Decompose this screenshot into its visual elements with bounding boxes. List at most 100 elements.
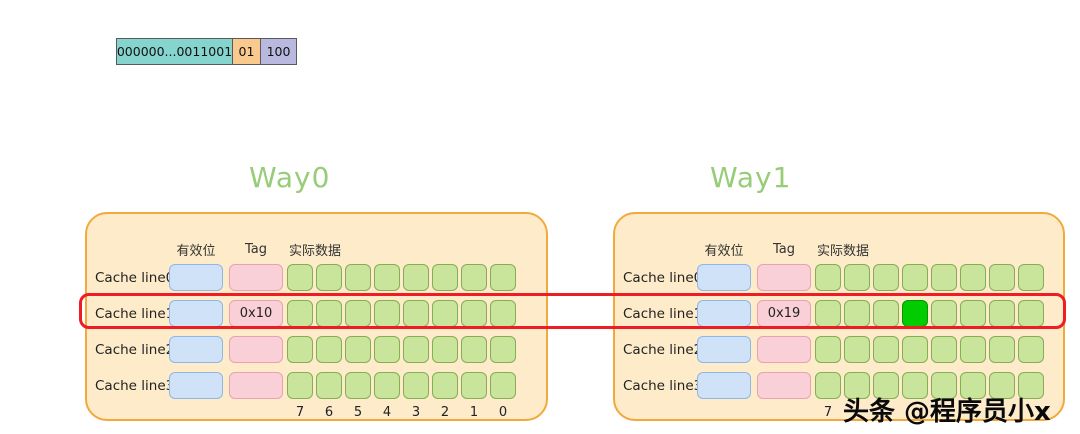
data-byte-cell [432,264,458,291]
byte-index: 4 [382,405,392,420]
data-byte-cell [989,336,1015,363]
cache-line-label: Cache line1 [623,305,703,322]
tag-cell [229,372,283,399]
tag-cell [757,264,811,291]
memory-address-box: 000000...0011001 01 100 [116,38,297,65]
data-cells [815,372,1044,399]
cache-line-row: Cache line2 [621,336,1063,363]
valid-bit-header: 有效位 [704,243,744,259]
data-byte-cell [403,372,429,399]
valid-bit-cell [697,300,751,327]
tag-header: Tag [244,241,267,257]
data-byte-cell [374,300,400,327]
data-cells [815,336,1044,363]
data-byte-cell [873,336,899,363]
data-cells [815,264,1044,291]
address-tag-bits: 000000...0011001 [116,38,232,65]
tag-cell [229,336,283,363]
byte-index: 6 [324,405,334,420]
byte-index: 1 [469,405,479,420]
data-byte-cell [815,264,841,291]
data-byte-cell [403,336,429,363]
data-byte-cell [461,336,487,363]
data-byte-cell [815,372,841,399]
data-byte-cell [287,336,313,363]
cache-line-label: Cache line0 [623,269,703,286]
data-cells [287,264,516,291]
data-byte-cell [960,336,986,363]
cache-line-label: Cache line0 [95,269,175,286]
byte-index: 0 [498,405,508,420]
data-byte-cell [345,300,371,327]
data-byte-cell [490,300,516,327]
data-byte-cell [1018,300,1044,327]
data-byte-cell [960,264,986,291]
data-byte-cell [902,264,928,291]
data-byte-cell [873,264,899,291]
data-header: 实际数据 [817,243,870,259]
data-cells [815,300,1044,327]
data-byte-cell [931,372,957,399]
valid-bit-cell [697,264,751,291]
data-byte-cell [931,300,957,327]
data-byte-cell [461,372,487,399]
data-byte-cell [902,336,928,363]
data-byte-cell [815,336,841,363]
address-offset-bits: 100 [260,38,297,65]
cache-line-row: Cache line0 [621,264,1063,291]
byte-index: 2 [440,405,450,420]
data-byte-cell [432,300,458,327]
data-byte-cell [844,264,870,291]
valid-bit-cell [169,300,223,327]
cache-line-row: Cache line3 [621,372,1063,399]
data-byte-cell [316,300,342,327]
data-byte-cell [844,336,870,363]
data-byte-cell [960,372,986,399]
data-byte-cell [844,372,870,399]
data-byte-cell [1018,336,1044,363]
valid-bit-cell [169,264,223,291]
way0-header-row: 有效位 Tag 实际数据 [93,240,546,259]
data-byte-cell [989,372,1015,399]
valid-bit-cell [697,372,751,399]
data-byte-cell [931,336,957,363]
cache-line-label: Cache line3 [623,377,703,394]
data-byte-cell [432,336,458,363]
data-header: 实际数据 [289,243,342,259]
data-byte-cell [374,372,400,399]
data-byte-cell [844,300,870,327]
way0-container: 有效位 Tag 实际数据 Cache line0 Cache line1 0x1… [85,212,548,421]
data-byte-cell [461,300,487,327]
way1-byte-index-row: 7 [815,405,1063,420]
byte-index: 3 [411,405,421,420]
address-index-bits: 01 [232,38,260,65]
data-byte-cell [287,264,313,291]
data-cells [287,300,516,327]
data-byte-cell [374,336,400,363]
way1-container: 有效位 Tag 实际数据 Cache line0 Cache line1 0x1… [613,212,1065,421]
cache-line-label: Cache line1 [95,305,175,322]
data-byte-cell [873,372,899,399]
tag-cell [757,336,811,363]
cache-line-row: Cache line0 [93,264,546,291]
data-byte-cell [1018,372,1044,399]
byte-index: 5 [353,405,363,420]
valid-bit-cell [169,336,223,363]
cache-line-label: Cache line3 [95,377,175,394]
cache-line-row: Cache line1 0x19 [621,300,1063,327]
cache-line-label: Cache line2 [95,341,175,358]
tag-header: Tag [772,241,795,257]
valid-bit-cell [169,372,223,399]
data-byte-cell [316,372,342,399]
valid-bit-header: 有效位 [176,243,216,259]
data-byte-cell [490,336,516,363]
byte-index: 7 [823,405,833,420]
data-byte-cell [316,264,342,291]
cache-line-row: Cache line3 [93,372,546,399]
data-byte-cell [989,300,1015,327]
byte-index: 7 [295,405,305,420]
tag-cell [229,264,283,291]
data-byte-cell [960,300,986,327]
tag-cell: 0x19 [757,300,811,327]
